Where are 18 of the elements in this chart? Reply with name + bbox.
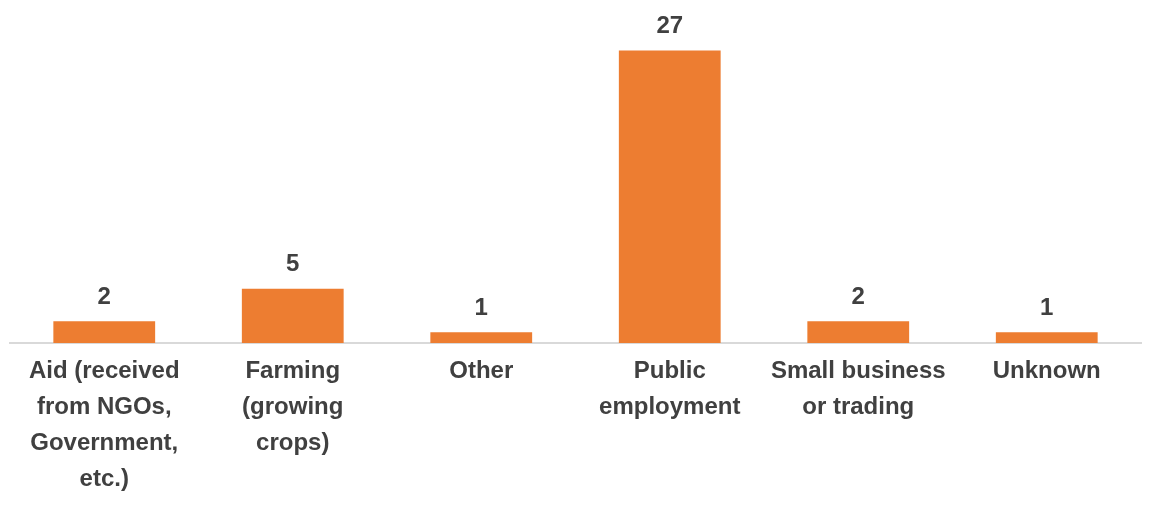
bar — [995, 332, 1098, 343]
data-label: 27 — [656, 11, 684, 39]
x-tick-label: Farming (growing crops) — [242, 355, 344, 455]
x-tick-label: Small business or trading — [770, 355, 946, 419]
bar — [241, 288, 344, 343]
data-label: 5 — [286, 249, 300, 277]
bar — [618, 50, 721, 343]
data-label: 2 — [851, 281, 865, 309]
bar — [53, 321, 156, 343]
x-tick-label: Other — [449, 355, 514, 383]
x-tick-label: Unknown — [992, 355, 1101, 383]
x-tick-label: Public employment — [599, 355, 741, 419]
data-label: 1 — [474, 292, 488, 320]
data-label: 2 — [97, 281, 111, 309]
data-label: 1 — [1040, 292, 1054, 320]
x-tick-label: Aid (received from NGOs, Government, etc.) — [28, 355, 180, 491]
bar — [807, 321, 910, 343]
bar — [430, 332, 533, 343]
